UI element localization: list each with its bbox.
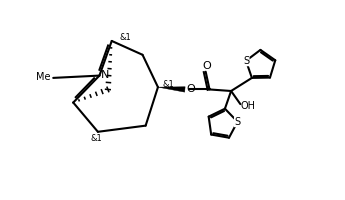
Text: &1: &1 <box>90 134 102 143</box>
Text: &1: &1 <box>162 80 174 89</box>
Text: S: S <box>243 56 249 66</box>
Text: N: N <box>101 70 109 80</box>
Text: O: O <box>186 84 195 94</box>
Text: Me: Me <box>37 72 51 82</box>
Text: OH: OH <box>240 101 256 111</box>
Polygon shape <box>158 87 185 92</box>
Text: S: S <box>235 117 240 127</box>
Text: &1: &1 <box>119 33 131 42</box>
Text: O: O <box>202 61 211 71</box>
